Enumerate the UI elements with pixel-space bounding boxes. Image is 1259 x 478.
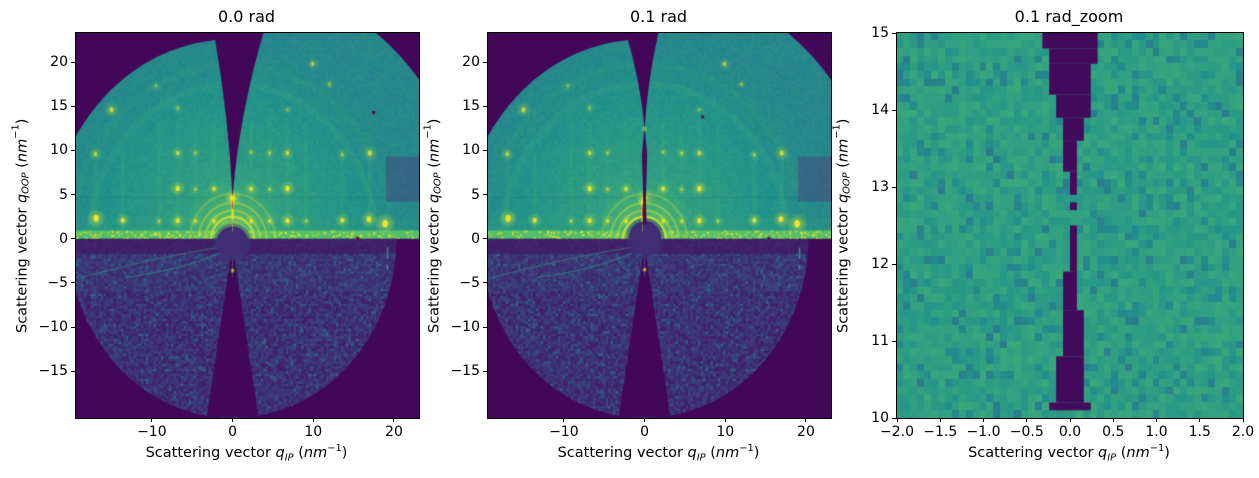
y-tick-label: 5	[471, 186, 480, 203]
y-tick-label: 14	[871, 102, 889, 118]
x-tick-mark	[563, 418, 565, 422]
x-axis-label: Scattering vector qIP (nm−1)	[968, 443, 1170, 464]
y-tick-label: −5	[47, 274, 68, 291]
y-tick-mark	[71, 105, 75, 107]
x-tick-mark	[644, 418, 646, 422]
heatmap-canvas	[76, 33, 419, 418]
x-tick-mark	[1069, 418, 1071, 422]
plot-area	[896, 32, 1244, 419]
x-tick-label: 1.0	[1145, 424, 1168, 440]
y-tick-label: 15	[50, 98, 68, 115]
x-tick-label: 0	[228, 424, 238, 440]
y-axis-label: Scattering vector qOOP (nm−1)	[831, 118, 853, 333]
x-tick-label: 10	[716, 424, 735, 440]
heatmap-canvas	[488, 33, 831, 418]
y-tick-mark	[483, 238, 487, 240]
y-tick-label: 15	[871, 25, 889, 41]
x-tick-label: −1.0	[966, 424, 1001, 440]
x-tick-label: 1.5	[1188, 424, 1211, 440]
x-tick-mark	[1199, 418, 1201, 422]
y-tick-mark	[71, 194, 75, 196]
y-tick-label: 13	[871, 179, 889, 195]
y-tick-label: 10	[871, 410, 889, 426]
y-tick-label: 12	[871, 256, 889, 272]
y-tick-mark	[71, 61, 75, 63]
y-tick-mark	[892, 417, 896, 419]
y-tick-mark	[483, 282, 487, 284]
x-tick-label: −10	[549, 424, 579, 440]
x-tick-label: −1.5	[923, 424, 958, 440]
x-tick-mark	[1112, 418, 1114, 422]
x-tick-mark	[1026, 418, 1028, 422]
x-tick-mark	[805, 418, 807, 422]
y-tick-mark	[71, 326, 75, 328]
y-tick-label: 11	[871, 333, 889, 349]
panel-title: 0.1 rad	[629, 7, 688, 26]
plot-area	[487, 32, 832, 419]
y-tick-mark	[483, 61, 487, 63]
y-tick-label: 0	[59, 230, 68, 247]
heatmap-canvas	[897, 33, 1243, 418]
x-tick-label: 2.0	[1231, 424, 1255, 440]
x-tick-mark	[1242, 418, 1244, 422]
y-tick-mark	[892, 32, 896, 34]
x-tick-label: 0	[640, 424, 650, 440]
y-tick-label: 10	[50, 142, 68, 159]
x-tick-mark	[312, 418, 314, 422]
y-tick-mark	[71, 149, 75, 151]
panel-title: 0.1 rad_zoom	[1014, 7, 1124, 26]
x-tick-label: 0.5	[1102, 424, 1125, 440]
x-tick-label: −10	[137, 424, 167, 440]
y-tick-mark	[892, 340, 896, 342]
y-tick-mark	[71, 238, 75, 240]
y-tick-label: −10	[450, 319, 480, 336]
x-tick-label: −0.5	[1009, 424, 1044, 440]
y-tick-mark	[892, 109, 896, 111]
y-tick-mark	[483, 326, 487, 328]
x-tick-mark	[232, 418, 234, 422]
x-tick-label: 20	[385, 424, 403, 440]
x-tick-mark	[393, 418, 395, 422]
x-tick-mark	[724, 418, 726, 422]
y-tick-label: 15	[462, 98, 480, 115]
y-tick-mark	[483, 149, 487, 151]
plot-area	[75, 32, 420, 419]
y-tick-label: −15	[450, 363, 480, 380]
y-tick-label: 5	[59, 186, 68, 203]
x-axis-label: Scattering vector qIP (nm−1)	[145, 443, 348, 464]
panel-title: 0.0 rad	[217, 7, 276, 26]
y-tick-mark	[483, 194, 487, 196]
y-tick-mark	[483, 105, 487, 107]
y-tick-mark	[71, 282, 75, 284]
y-tick-label: −5	[459, 274, 480, 291]
y-tick-mark	[71, 370, 75, 372]
x-tick-mark	[1156, 418, 1157, 422]
x-tick-mark	[939, 418, 941, 422]
y-tick-label: −15	[38, 363, 68, 380]
y-tick-mark	[892, 263, 896, 265]
y-tick-label: −10	[38, 319, 68, 336]
x-tick-label: 10	[304, 424, 323, 440]
x-tick-label: −2.0	[880, 424, 914, 440]
y-tick-label: 0	[471, 230, 480, 247]
x-tick-label: 20	[797, 424, 815, 440]
y-tick-mark	[892, 186, 896, 188]
y-tick-mark	[483, 370, 487, 372]
x-tick-mark	[983, 418, 984, 422]
x-tick-mark	[151, 418, 153, 422]
y-tick-label: 20	[462, 54, 480, 71]
x-tick-mark	[896, 418, 898, 422]
y-tick-label: 10	[462, 142, 480, 159]
x-axis-label: Scattering vector qIP (nm−1)	[557, 443, 760, 464]
y-tick-label: 20	[50, 54, 68, 71]
x-tick-label: 0.0	[1058, 424, 1082, 440]
